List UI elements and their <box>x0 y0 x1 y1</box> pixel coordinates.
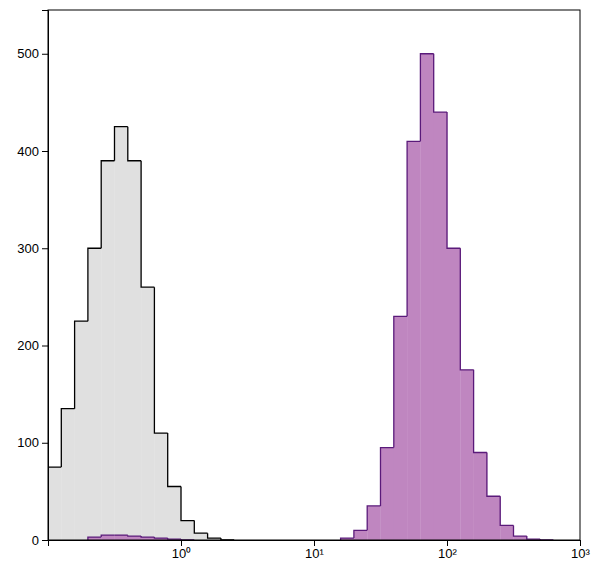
histogram-outline <box>380 448 393 506</box>
histogram-outline <box>154 287 167 433</box>
histogram-bar <box>460 370 474 540</box>
histogram-bar <box>354 530 368 540</box>
histogram-outline <box>474 370 487 453</box>
histogram-bar <box>487 496 501 540</box>
histogram-outline <box>141 161 154 287</box>
y-axis: 0 100 200 300 400 500 <box>17 11 48 548</box>
y-tick-mark <box>42 540 48 541</box>
histogram-bar <box>367 506 381 540</box>
y-tick-mark <box>42 346 48 347</box>
histogram-outline <box>168 433 181 486</box>
histogram-bar <box>101 535 115 540</box>
histogram-outline <box>75 321 88 409</box>
histogram-outline <box>420 54 433 142</box>
x-tick: 10² <box>438 540 457 561</box>
y-tick: 500 <box>17 46 48 61</box>
histogram-bar <box>114 127 128 540</box>
y-tick-label: 300 <box>17 241 39 256</box>
histogram-bar <box>114 535 128 540</box>
histogram-series <box>48 127 234 540</box>
histogram-outline <box>208 533 221 538</box>
histogram-outline <box>460 248 473 370</box>
histogram-outline <box>61 409 74 467</box>
x-tick: 10¹ <box>305 540 324 561</box>
histogram-bar <box>128 161 142 540</box>
chart: 10⁰ 10¹ 10² 10³ 0 100 200 300 400 500 <box>0 0 600 584</box>
histogram-outline <box>354 530 367 538</box>
histogram-bar <box>420 54 434 540</box>
x-axis-line <box>49 541 581 547</box>
y-tick: 400 <box>17 144 48 159</box>
histogram-series <box>88 54 554 540</box>
histogram-bar <box>48 467 62 540</box>
plot-frame <box>48 10 580 540</box>
x-tick-label: 10² <box>438 546 457 561</box>
histogram-bar <box>154 433 168 540</box>
histogram-bar <box>128 536 142 540</box>
histogram-bar <box>88 248 102 540</box>
y-tick-label: 200 <box>17 338 39 353</box>
histogram-outline <box>513 525 526 536</box>
y-tick-mark <box>42 54 48 55</box>
histogram-bar <box>141 287 155 540</box>
x-tick-label: 10³ <box>571 546 590 561</box>
x-tick-label: 10¹ <box>305 546 324 561</box>
histogram-bar <box>168 487 182 540</box>
histogram-outline <box>447 112 460 248</box>
y-tick-mark <box>42 151 48 152</box>
histogram-outline <box>434 54 447 112</box>
histogram-outline <box>407 141 420 316</box>
y-tick-label: 400 <box>17 144 39 159</box>
histogram-outline <box>141 535 154 537</box>
histogram-bar <box>101 161 115 540</box>
histogram-outline <box>88 248 101 321</box>
x-tick-mark <box>580 540 581 546</box>
histogram-outline <box>114 127 127 161</box>
histogram-bar <box>61 409 75 540</box>
histogram-outline <box>114 534 127 535</box>
x-tick-mark <box>181 540 182 546</box>
histogram-bar <box>394 316 408 540</box>
histogram-bar <box>500 525 514 540</box>
histogram-bar <box>181 521 195 540</box>
histogram-bar <box>194 533 208 540</box>
histogram-outline <box>101 535 114 537</box>
histogram-outline <box>367 506 380 530</box>
histogram-outline <box>154 536 167 538</box>
histogram-outline <box>128 127 141 161</box>
y-tick: 300 <box>17 241 48 256</box>
y-tick: 0 <box>32 533 48 548</box>
histogram-outline <box>168 537 181 539</box>
histogram-outline <box>128 534 141 536</box>
histogram-outline <box>527 536 540 539</box>
histogram-bar <box>474 452 488 540</box>
y-tick-mark <box>42 248 48 249</box>
x-tick-mark <box>314 540 315 546</box>
histogram-bar <box>407 141 421 540</box>
y-tick: 200 <box>17 338 48 353</box>
histogram-bar <box>434 112 448 540</box>
histogram-bar <box>447 248 461 540</box>
x-tick: 10³ <box>571 540 590 561</box>
x-tick-mark <box>447 540 448 546</box>
y-axis-line <box>42 11 49 541</box>
x-axis: 10⁰ 10¹ 10² 10³ <box>49 540 591 561</box>
plot-area <box>48 54 553 540</box>
histogram-outline <box>181 487 194 521</box>
histogram-outline <box>500 496 513 525</box>
y-tick-label: 500 <box>17 46 39 61</box>
histogram-outline <box>48 467 61 540</box>
x-tick: 10⁰ <box>172 540 191 561</box>
y-tick: 100 <box>17 435 48 450</box>
histogram-outline <box>194 521 207 534</box>
y-tick-label: 0 <box>32 533 39 548</box>
histogram-bar <box>75 321 89 540</box>
x-tick-label: 10⁰ <box>172 546 191 561</box>
y-tick-label: 100 <box>17 435 39 450</box>
histogram-outline <box>487 452 500 496</box>
histogram-bar <box>380 448 394 540</box>
histogram-outline <box>394 316 407 447</box>
histogram-outline <box>101 161 114 249</box>
y-tick-mark <box>42 443 48 444</box>
